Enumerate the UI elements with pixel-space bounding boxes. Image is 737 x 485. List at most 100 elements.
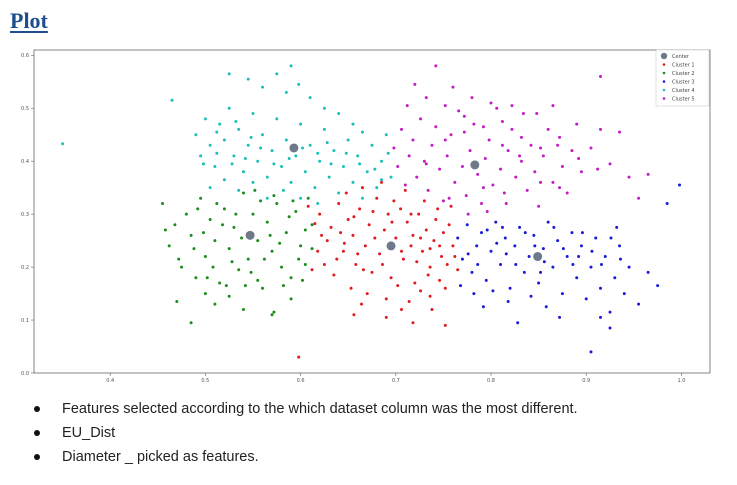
data-point (434, 217, 438, 221)
data-point (278, 241, 282, 245)
y-tick-label: 0.4 (21, 159, 29, 165)
data-point (575, 276, 579, 280)
data-point (275, 72, 279, 76)
data-point (256, 278, 260, 282)
data-point (622, 292, 626, 296)
data-point (189, 233, 193, 237)
data-point (637, 196, 641, 200)
data-point (270, 149, 274, 153)
data-point (399, 207, 403, 211)
y-tick-label: 0.6 (21, 53, 29, 59)
data-point (316, 202, 320, 206)
data-point (218, 281, 222, 285)
scatter-plot-svg: 0.4 0.5 0.6 0.7 0.8 0.9 1.0 0.0 0.1 0.2 0.3 0.4 0.5… (21, 49, 711, 384)
data-point (541, 154, 545, 158)
data-point (289, 180, 293, 184)
data-point (519, 159, 523, 163)
data-point (594, 236, 598, 240)
data-point (464, 194, 468, 198)
data-point (380, 262, 384, 266)
data-point (603, 255, 607, 259)
data-point (370, 270, 374, 274)
legend-label: Cluster 1 (672, 62, 695, 68)
data-point (222, 138, 226, 142)
data-point (570, 231, 574, 235)
x-tick-label: 0.4 (106, 378, 114, 384)
data-point (205, 276, 209, 280)
data-point (495, 106, 499, 110)
data-point (389, 175, 393, 179)
data-point (259, 199, 263, 203)
data-point (291, 199, 295, 203)
center-point (386, 241, 396, 251)
data-point (294, 154, 298, 158)
data-point (358, 207, 362, 211)
data-point (451, 244, 455, 248)
data-point (453, 180, 457, 184)
data-point (380, 180, 384, 184)
data-point (443, 104, 447, 108)
data-point (565, 191, 569, 195)
data-point (367, 223, 371, 227)
data-point (284, 90, 288, 94)
data-point (419, 236, 423, 240)
data-point (344, 191, 348, 195)
data-point (384, 297, 388, 301)
data-point (280, 265, 284, 269)
legend-label: Cluster 4 (672, 88, 695, 94)
data-point (424, 96, 428, 100)
center-point (289, 143, 299, 153)
data-point (599, 315, 603, 319)
data-point (289, 64, 293, 68)
data-point (551, 265, 555, 269)
data-point (332, 149, 336, 153)
data-point (460, 164, 464, 168)
data-point (227, 72, 231, 76)
data-point (489, 101, 493, 105)
data-point (322, 127, 326, 131)
data-point (289, 276, 293, 280)
data-point (466, 252, 470, 256)
data-point (519, 135, 523, 139)
data-point (316, 151, 320, 155)
data-point (218, 122, 222, 126)
data-point (268, 233, 272, 237)
data-point (201, 162, 205, 166)
data-point (558, 186, 562, 190)
series-5 (392, 64, 650, 216)
data-point (249, 135, 253, 139)
data-point (413, 82, 417, 86)
data-point (438, 167, 442, 171)
data-point (184, 212, 188, 216)
data-point (256, 159, 260, 163)
data-point (275, 202, 279, 206)
data-point (405, 104, 409, 108)
bullet-item: EU_Dist (30, 422, 578, 446)
data-point (502, 191, 506, 195)
data-point (373, 236, 377, 240)
data-point (485, 228, 489, 232)
data-point (365, 170, 369, 174)
data-point (411, 321, 415, 325)
data-point (479, 231, 483, 235)
data-point (589, 265, 593, 269)
data-point (303, 170, 307, 174)
data-point (175, 300, 179, 304)
data-point (320, 233, 324, 237)
data-point (432, 239, 436, 243)
data-point (194, 276, 198, 280)
data-point (222, 207, 226, 211)
data-point (237, 188, 241, 192)
data-point (375, 196, 379, 200)
data-point (230, 260, 234, 264)
data-point (341, 249, 345, 253)
data-point (470, 270, 474, 274)
data-point (470, 96, 474, 100)
data-point (608, 310, 612, 314)
data-point (542, 260, 546, 264)
data-point (529, 143, 533, 147)
data-point (491, 289, 495, 293)
data-point (310, 268, 314, 272)
data-point (403, 188, 407, 192)
data-point (390, 220, 394, 224)
